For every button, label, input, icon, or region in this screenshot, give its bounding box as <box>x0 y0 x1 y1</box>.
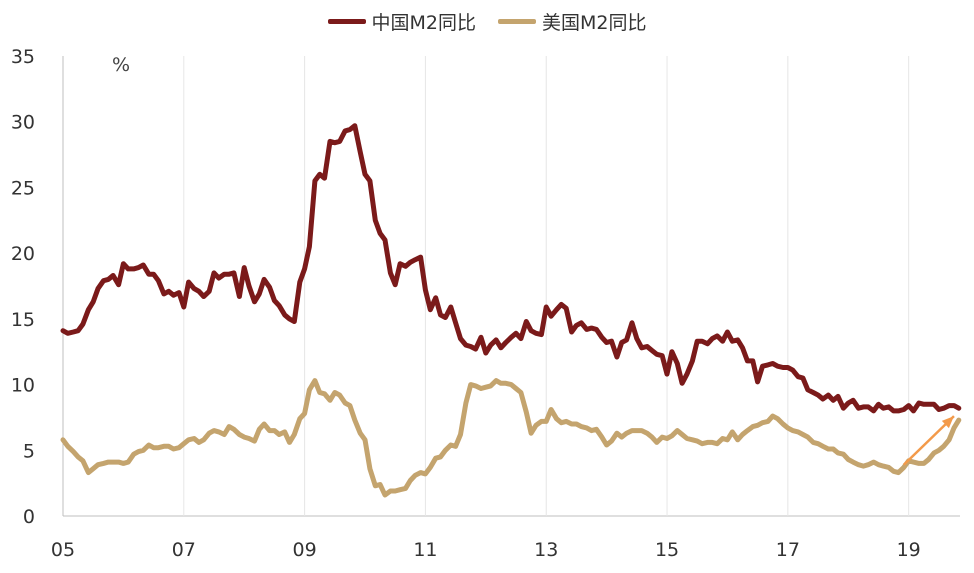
x-tick-label: 19 <box>897 539 921 561</box>
legend-label-us: 美国M2同比 <box>542 12 647 34</box>
legend-item-us: 美国M2同比 <box>498 8 646 35</box>
x-axis: 05 07 09 11 13 15 17 19 <box>51 539 921 561</box>
series-line-us <box>60 378 962 498</box>
x-tick-label: 15 <box>655 539 679 561</box>
series-group <box>60 123 962 498</box>
unit-label: % <box>112 54 131 76</box>
x-tick-label: 09 <box>293 539 317 561</box>
x-tick-label: 17 <box>776 539 800 561</box>
x-tick-label: 11 <box>413 539 437 561</box>
x-tick-label: 05 <box>51 539 75 561</box>
y-tick-label: 20 <box>11 243 35 265</box>
y-tick-label: 10 <box>11 375 35 397</box>
annotation-group <box>902 415 955 466</box>
y-tick-label: 35 <box>11 46 35 68</box>
y-tick-label: 30 <box>11 112 35 134</box>
series-line-china <box>60 123 962 414</box>
legend: 中国M2同比 美国M2同比 <box>0 8 974 35</box>
trend-arrow-head <box>941 416 954 429</box>
y-axis: 0 5 10 15 20 25 30 35 <box>11 46 35 528</box>
y-tick-label: 5 <box>23 440 35 462</box>
legend-swatch-us <box>498 19 536 24</box>
x-tick-label: 13 <box>534 539 558 561</box>
y-tick-label: 0 <box>23 506 35 528</box>
legend-item-china: 中国M2同比 <box>327 8 476 35</box>
y-tick-label: 25 <box>11 177 35 199</box>
legend-label-china: 中国M2同比 <box>371 12 476 34</box>
y-tick-label: 15 <box>11 309 35 331</box>
x-tick-label: 07 <box>172 539 196 561</box>
legend-swatch-china <box>327 19 366 24</box>
